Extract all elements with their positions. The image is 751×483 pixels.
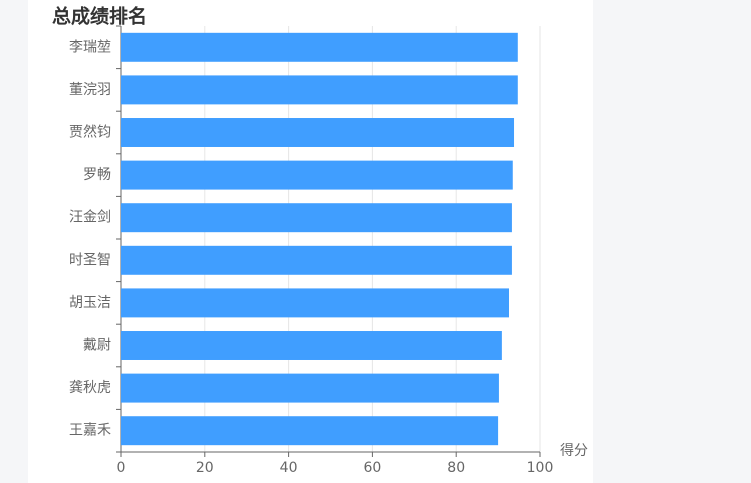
y-tick-label: 戴尉 [83, 338, 111, 354]
x-tick-label: 80 [447, 460, 465, 476]
bar [121, 203, 512, 233]
bar [121, 416, 499, 446]
bar [121, 118, 515, 147]
x-tick-label: 20 [196, 460, 214, 476]
x-tick-label: 0 [117, 460, 126, 476]
bar [121, 373, 499, 403]
y-tick-label: 董浣羽 [69, 82, 111, 98]
y-tick-label: 贾然钧 [69, 124, 111, 141]
x-tick-label: 40 [280, 460, 298, 476]
y-tick-label: 李瑞堃 [69, 39, 111, 55]
bar [121, 288, 509, 318]
bar [121, 331, 502, 360]
bar [121, 32, 518, 62]
bar [121, 160, 513, 190]
y-tick-label: 龚秋虎 [69, 380, 111, 396]
bar [121, 245, 512, 275]
x-tick-label: 100 [527, 460, 554, 476]
x-tick-label: 60 [363, 460, 381, 476]
y-tick-label: 时圣智 [69, 252, 111, 268]
y-tick-label: 胡玉洁 [69, 295, 111, 311]
chart-panel [28, 0, 593, 483]
y-tick-label: 汪金剑 [69, 210, 111, 226]
y-tick-label: 王嘉禾 [69, 423, 111, 439]
bar [121, 75, 518, 105]
y-tick-label: 罗畅 [83, 167, 111, 183]
chart-title: 总成绩排名 [52, 5, 147, 28]
x-axis-label: 得分 [560, 442, 588, 459]
